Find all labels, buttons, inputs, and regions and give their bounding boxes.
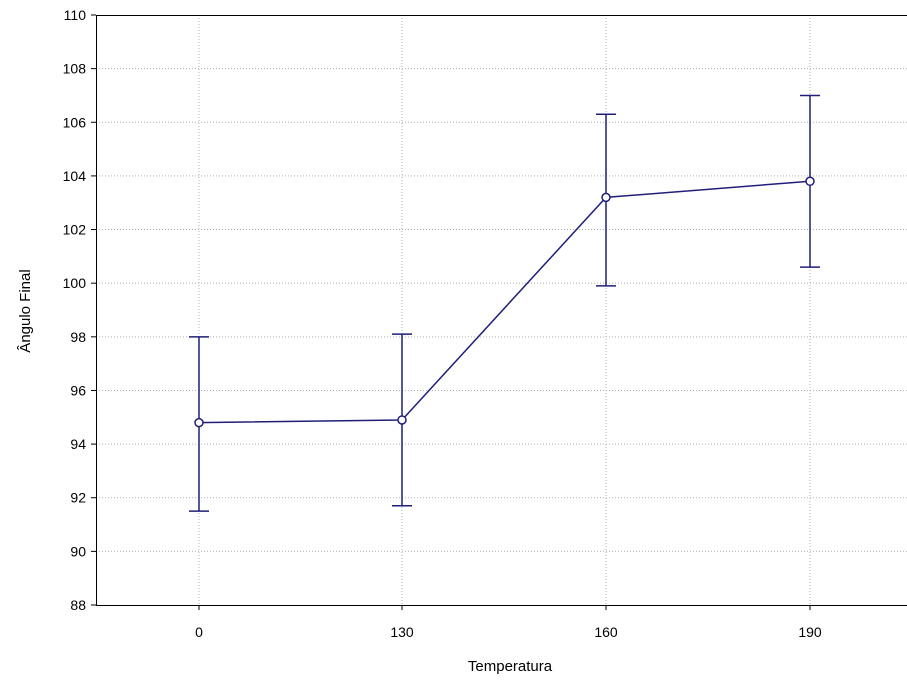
y-tick-label: 106 (63, 114, 87, 130)
plot-frame (96, 15, 907, 606)
data-point (397, 415, 407, 425)
x-tick-label: 0 (195, 624, 203, 640)
grid (96, 15, 907, 605)
series-line (198, 180, 811, 424)
y-axis-ticks: 88 90 92 94 96 98 100 102 104 106 108 110 (63, 7, 96, 613)
y-tick-label: 94 (70, 436, 86, 452)
y-tick-label: 92 (70, 490, 86, 506)
y-tick-label: 96 (70, 382, 86, 398)
y-tick-label: 88 (70, 597, 86, 613)
y-tick-label: 102 (63, 222, 87, 238)
data-point (601, 192, 611, 203)
y-tick-label: 110 (64, 7, 87, 23)
x-tick-label: 190 (798, 624, 822, 640)
y-tick-label: 104 (63, 168, 87, 184)
y-tick-label: 98 (70, 329, 86, 345)
y-axis-title: Ângulo Final (17, 269, 34, 352)
x-axis-ticks: 0 130 160 190 (195, 605, 822, 640)
y-tick-label: 108 (63, 61, 87, 77)
series-layer (189, 94, 820, 512)
data-point (194, 417, 204, 428)
plot-border (96, 15, 907, 606)
y-tick-label: 90 (70, 543, 86, 559)
x-tick-label: 130 (390, 624, 414, 640)
data-point (805, 176, 815, 187)
x-axis-title: Temperatura (468, 658, 553, 675)
x-tick-label: 160 (594, 624, 618, 640)
y-tick-label: 100 (63, 275, 87, 291)
